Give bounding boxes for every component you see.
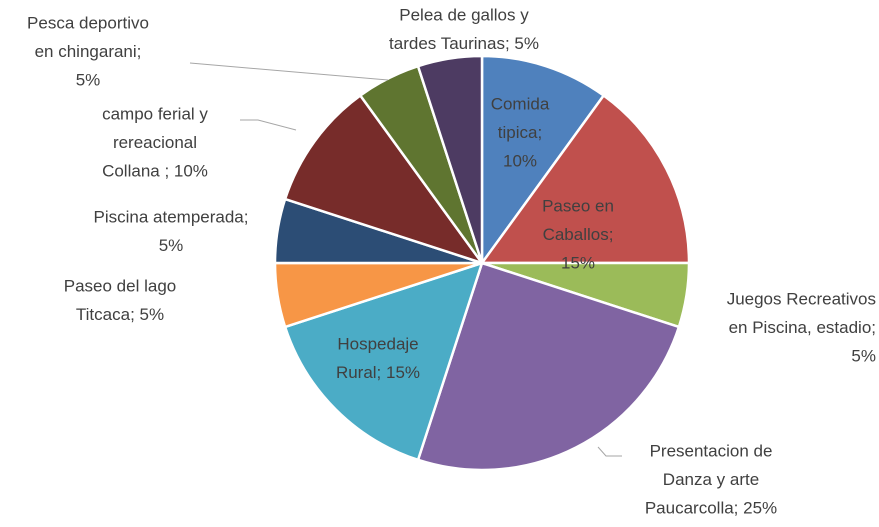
- data-label: Comida: [491, 94, 550, 113]
- data-label: Rural; 15%: [336, 363, 420, 382]
- pie: [273, 54, 691, 472]
- data-label: rereacional: [113, 133, 197, 152]
- data-label: Piscina atemperada;: [94, 207, 249, 226]
- data-label: tipica;: [498, 123, 542, 142]
- data-label: campo ferial y: [102, 104, 208, 123]
- leader-line: [240, 119, 297, 131]
- data-label: Hospedaje: [337, 334, 418, 353]
- leader-line: [189, 62, 389, 81]
- data-label: 5%: [851, 346, 876, 365]
- data-label: Danza y arte: [663, 470, 759, 489]
- data-label: Paseo en: [542, 196, 614, 215]
- data-label: 10%: [503, 151, 537, 170]
- labels: Comida tipica; 10% Paseo en Caballos; 15% Jueg…: [27, 5, 876, 517]
- pie-slice: [416, 54, 484, 264]
- data-label: Titcaca; 5%: [76, 305, 164, 324]
- pie-slice: [416, 261, 681, 472]
- data-label: 5%: [159, 236, 184, 255]
- data-label: Caballos;: [543, 225, 614, 244]
- data-label: Pelea de gallos y: [399, 5, 529, 24]
- pie-slice: [479, 93, 691, 265]
- leader-line: [597, 446, 622, 457]
- pie-slice: [283, 93, 486, 266]
- data-label: 5%: [76, 70, 101, 89]
- data-label: Pesca deportivo: [27, 13, 149, 32]
- data-label: Juegos Recreativos: [727, 289, 876, 308]
- data-label: tardes Taurinas; 5%: [389, 34, 539, 53]
- data-label: Paucarcolla; 25%: [645, 498, 777, 517]
- data-label: Presentacion de: [650, 441, 773, 460]
- data-label: en chingarani;: [35, 42, 142, 61]
- pie-slice: [480, 54, 606, 267]
- leader-lines: [189, 62, 622, 457]
- data-label: Paseo del lago: [64, 276, 176, 295]
- data-label: Collana ; 10%: [102, 161, 208, 180]
- data-label: en Piscina, estadio;: [729, 318, 876, 337]
- data-label: 15%: [561, 253, 595, 272]
